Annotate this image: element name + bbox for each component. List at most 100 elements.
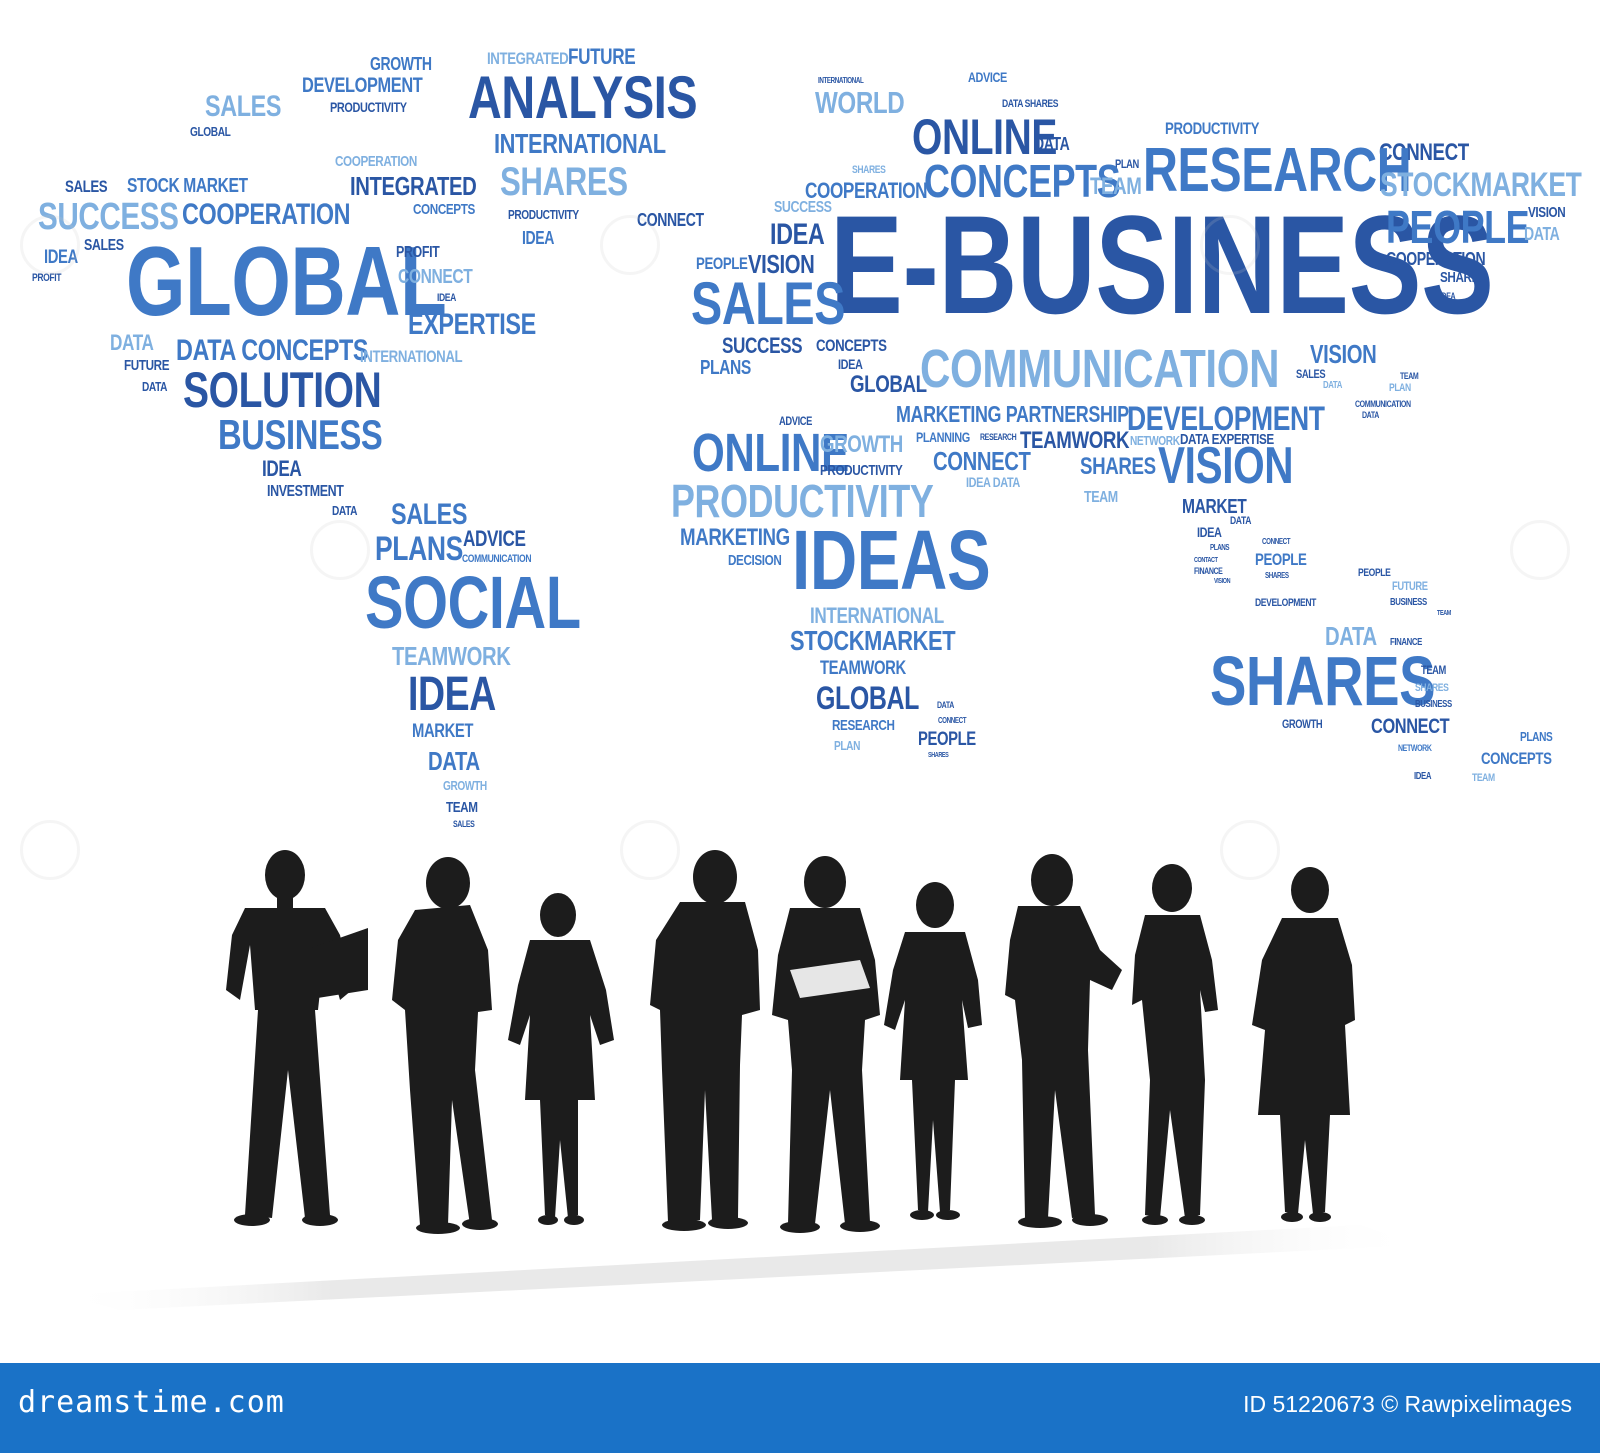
person-silhouette [650,850,760,1231]
word-cloud-term: CONCEPTS [924,155,1121,207]
word-cloud-term: ONLINE [912,109,1058,165]
word-cloud-term: SHARES [1265,571,1289,580]
word-cloud-term: SALES [391,498,468,531]
image-id-credit: ID 51220673 © Rawpixelimages [1243,1391,1572,1417]
word-cloud-term: SUCCESS [774,199,832,216]
word-cloud-term: SOLUTION [183,362,382,418]
word-cloud-term: FINANCE [1390,637,1422,648]
business-people-silhouettes [60,850,1420,1310]
word-cloud-term: SHARES [1440,269,1487,286]
word-cloud-term: VISION [1528,204,1566,221]
word-cloud-term: TEAM [1421,663,1446,677]
word-cloud-term: CONNECT [933,446,1031,476]
word-cloud-term: PLAN [1115,157,1139,171]
word-cloud-term: GLOBAL [816,680,920,716]
word-cloud-term: SHARES [1080,453,1156,480]
word-cloud-term: DATA [110,330,154,355]
word-cloud-term: GROWTH [370,54,432,74]
word-cloud-term: IDEA [522,228,554,248]
word-cloud-term: COOPERATION [1386,249,1486,269]
word-cloud-term: PLANS [1520,729,1553,744]
word-cloud-term: DATA [1325,621,1377,651]
word-cloud-term: ONLINE [692,423,849,483]
word-cloud-term: GROWTH [820,431,903,458]
word-cloud-term: SALES [1296,367,1326,381]
word-cloud-term: GLOBAL [850,371,927,398]
word-cloud-term: COMMUNICATION [920,339,1280,399]
word-cloud-term: DATA [937,700,954,710]
word-cloud-term: SALES [453,819,475,829]
word-cloud-term: IDEA [838,356,863,372]
word-cloud-term: TEAM [1400,371,1419,381]
word-cloud-term: IDEAS [792,513,991,607]
word-cloud-term: PRODUCTIVITY [820,462,903,479]
word-cloud-term: CONCEPTS [413,201,475,218]
word-cloud-term: INTERNATIONAL [360,347,463,366]
word-cloud-term: SUCCESS [722,333,803,358]
watermark-spiral-icon [20,820,80,880]
word-cloud-term: CONNECT [1262,537,1291,546]
watermark-spiral-icon [20,215,80,275]
word-cloud-term: RESEARCH [832,717,895,734]
word-cloud-term: DATA [1034,134,1070,154]
word-cloud-term: INTEGRATED [487,49,569,68]
word-cloud-term: CONCEPTS [816,336,887,355]
word-cloud-term: PLANS [700,357,751,379]
word-cloud-term: EXPERTISE [408,308,536,341]
word-cloud-term: CONTACT [1194,557,1218,564]
word-cloud-term: DATA [1323,380,1342,391]
word-cloud-term: ADVICE [779,414,813,428]
word-cloud-term: PRODUCTIVITY [1165,119,1260,138]
word-cloud-term: PEOPLE [1386,201,1530,253]
word-cloud-term: PRODUCTIVITY [508,207,579,222]
word-cloud-term: SALES [691,270,846,337]
word-cloud-term: PROFIT [396,244,440,261]
word-cloud-term: PEOPLE [918,729,976,750]
word-cloud-term: INTERNATIONAL [494,128,666,159]
word-cloud-term: SHARES [852,164,886,176]
word-cloud-term: IDEA [1440,291,1456,301]
word-cloud-term: RESEARCH [980,432,1017,442]
footer-bar: dreamstime.com ID 51220673 © Rawpixelima… [0,1363,1600,1453]
word-cloud-term: MARKET [1182,496,1247,518]
word-cloud-term: BUSINESS [218,411,383,458]
word-cloud-term: TEAMWORK [1020,427,1130,454]
word-cloud-term: DEVELOPMENT [1127,400,1325,438]
word-cloud-term: MARKETING PARTNERSHIP [896,401,1129,427]
word-cloud-term: STOCK MARKET [127,175,248,197]
word-cloud-term: CONNECT [398,266,473,288]
person-silhouette [508,893,614,1225]
word-cloud-term: IDEA DATA [966,474,1020,490]
word-cloud-term: SALES [84,237,124,254]
word-cloud-term: DATA EXPERTISE [1180,431,1274,448]
word-cloud-term: FUTURE [124,357,170,374]
word-cloud-term: PEOPLE [696,254,748,273]
word-cloud-term: TEAMWORK [392,641,511,671]
word-cloud-term: RESEARCH [1143,136,1412,205]
person-silhouette [772,856,880,1233]
watermark-spiral-icon [310,520,370,580]
word-cloud-term: TEAM [446,799,478,816]
word-cloud-term: CONNECT [1379,139,1469,166]
word-cloud-term: VISION [1310,339,1377,369]
word-cloud-term: DATA [332,503,358,518]
word-cloud-term: PRODUCTIVITY [671,475,934,527]
word-cloud-term: WORLD [815,85,905,120]
word-cloud-term: DATA [1230,515,1251,527]
word-cloud-term: IDEA [408,668,496,721]
word-cloud-term: NETWORK [1130,433,1180,448]
watermark-spiral-icon [1200,215,1260,275]
word-cloud-term: TEAM [1437,610,1451,617]
person-silhouette [884,882,982,1220]
word-cloud-term: GROWTH [1282,717,1323,731]
word-cloud-term: SHARES [1210,642,1436,720]
word-cloud-term: IDEA [1197,524,1222,540]
word-cloud-term: VISION [748,249,815,279]
word-cloud-term: DATA [142,379,168,394]
word-cloud-term: COOPERATION [335,153,417,170]
word-cloud-term: COOPERATION [805,178,928,203]
word-cloud-term: COMMUNICATION [1355,399,1411,409]
word-cloud-term: DEVELOPMENT [302,74,423,97]
word-cloud-term: CONNECT [938,716,967,725]
word-cloud-term: INVESTMENT [267,483,344,500]
